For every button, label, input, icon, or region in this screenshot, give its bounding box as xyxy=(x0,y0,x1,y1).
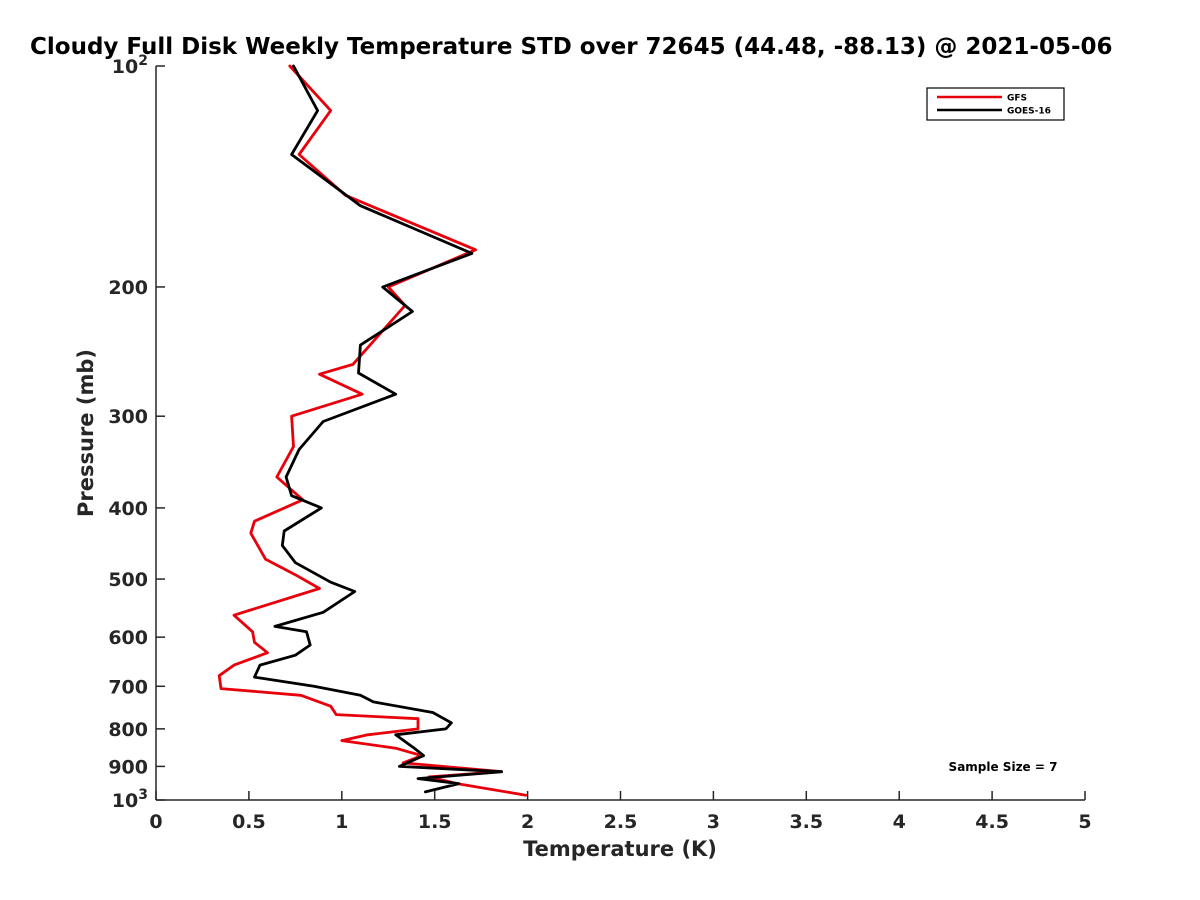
y-tick-label: 103 xyxy=(112,787,148,812)
y-tick-label: 900 xyxy=(108,756,148,778)
y-tick-label-base: 10 xyxy=(112,790,138,812)
series-group xyxy=(217,64,528,797)
y-tick-label: 300 xyxy=(108,406,148,428)
y-tick-label: 600 xyxy=(108,627,148,649)
y-tick-label-base: 800 xyxy=(108,719,148,741)
y-tick-label-base: 900 xyxy=(108,756,148,778)
sample-size-annotation: Sample Size = 7 xyxy=(949,760,1058,774)
x-tick-label: 1.5 xyxy=(418,811,452,833)
x-tick-label: 3.5 xyxy=(789,811,823,833)
y-axis-label: Pressure (mb) xyxy=(74,349,98,517)
y-tick-label-base: 700 xyxy=(108,676,148,698)
y-tick-label-base: 600 xyxy=(108,627,148,649)
x-tick-label: 5 xyxy=(1078,811,1091,833)
legend-label: GFS xyxy=(1007,94,1027,104)
x-tick-label: 0.5 xyxy=(232,811,266,833)
y-tick-label-base: 500 xyxy=(108,569,148,591)
y-tick-label: 700 xyxy=(108,676,148,698)
x-tick-label: 4 xyxy=(893,811,906,833)
y-tick-label-base: 400 xyxy=(108,498,148,520)
x-axis-label: Temperature (K) xyxy=(523,837,717,861)
y-tick-label-exponent: 3 xyxy=(138,787,148,803)
y-tick-label-base: 10 xyxy=(112,56,138,78)
legend: GFS GOES-16 xyxy=(926,87,1065,121)
y-tick-label: 800 xyxy=(108,719,148,741)
series-line-gfs xyxy=(217,64,528,797)
legend-box xyxy=(926,87,1065,121)
x-tick-label: 3 xyxy=(707,811,720,833)
legend-label: GOES-16 xyxy=(1007,107,1051,117)
y-tick-label: 400 xyxy=(108,498,148,520)
x-tick-label: 0 xyxy=(149,811,162,833)
x-tick-label: 4.5 xyxy=(975,811,1009,833)
y-tick-label: 500 xyxy=(108,569,148,591)
series-line-goes-16 xyxy=(253,64,504,794)
axes xyxy=(155,66,1085,801)
x-tick-label: 2.5 xyxy=(604,811,638,833)
x-tick-label: 2 xyxy=(521,811,534,833)
y-tick-label: 200 xyxy=(108,277,148,299)
x-ticks: 0 0.5 1 1.5 2 2.5 3 3.5 4 4.5 5 xyxy=(149,791,1092,833)
y-tick-label-exponent: 2 xyxy=(138,53,148,69)
chart-title: Cloudy Full Disk Weekly Temperature STD … xyxy=(30,34,1113,60)
y-tick-label: 102 xyxy=(112,53,148,78)
y-tick-label-base: 300 xyxy=(108,406,148,428)
y-tick-label-base: 200 xyxy=(108,277,148,299)
x-tick-label: 1 xyxy=(335,811,348,833)
